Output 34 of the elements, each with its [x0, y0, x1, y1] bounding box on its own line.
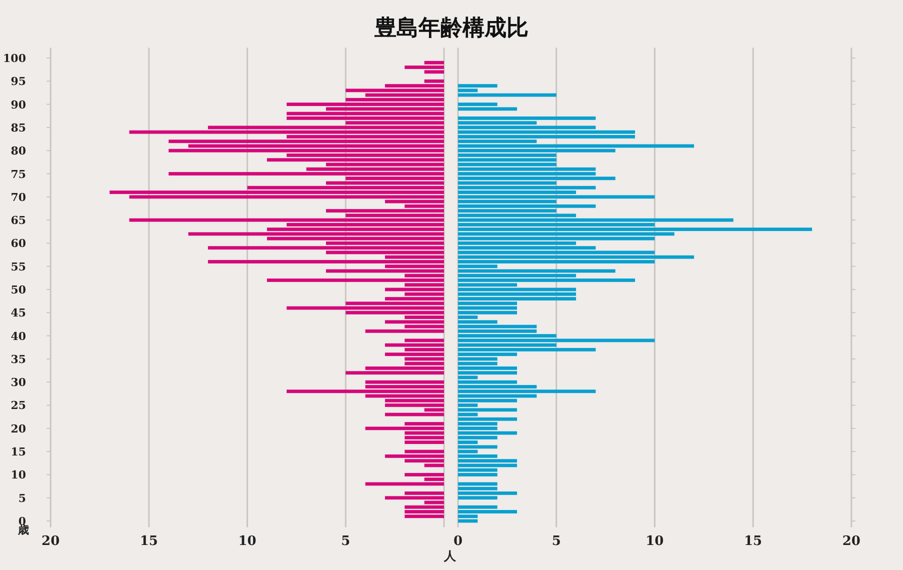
y-tick-label: 60 [10, 237, 26, 250]
x-tick-label: 10 [646, 534, 664, 549]
x-tick-label: 15 [744, 534, 762, 549]
y-tick-label: 25 [10, 399, 26, 412]
bar [365, 329, 444, 333]
y-tick-label: 40 [10, 330, 26, 343]
y-tick-label: 35 [10, 352, 26, 366]
y-tick-label: 50 [10, 284, 26, 296]
y-tick-label: 5 [18, 492, 26, 505]
x-axis-title: 人 [443, 549, 457, 563]
x-tick-label: 5 [552, 534, 561, 549]
y-tick-label: 15 [10, 446, 26, 459]
bar [458, 472, 498, 476]
y-tick-label: 55 [10, 260, 26, 274]
y-tick-label: 70 [10, 190, 26, 204]
y-tick-label: 65 [10, 214, 26, 228]
x-tick-label: 0 [453, 534, 463, 549]
y-tick-label: 45 [10, 306, 26, 320]
y-tick-label: 80 [10, 144, 26, 158]
x-tick-label: 15 [140, 534, 158, 549]
chart-title: 豊島年齢構成比 [374, 15, 528, 41]
y-tick-label: 90 [10, 98, 26, 112]
bar [458, 84, 498, 88]
y-tick-label: 85 [10, 121, 26, 134]
y-tick-label: 95 [10, 75, 26, 88]
x-tick-label: 20 [842, 534, 860, 549]
x-tick-label: 10 [238, 534, 256, 549]
x-tick-label: 5 [341, 534, 350, 549]
y-tick-label: 75 [10, 168, 26, 181]
y-tick-label: 30 [10, 376, 26, 390]
y-tick-label: 100 [3, 52, 26, 66]
y-tick-label: 10 [10, 468, 26, 482]
x-tick-label: 20 [42, 534, 60, 549]
y-tick-label: 20 [10, 422, 26, 436]
